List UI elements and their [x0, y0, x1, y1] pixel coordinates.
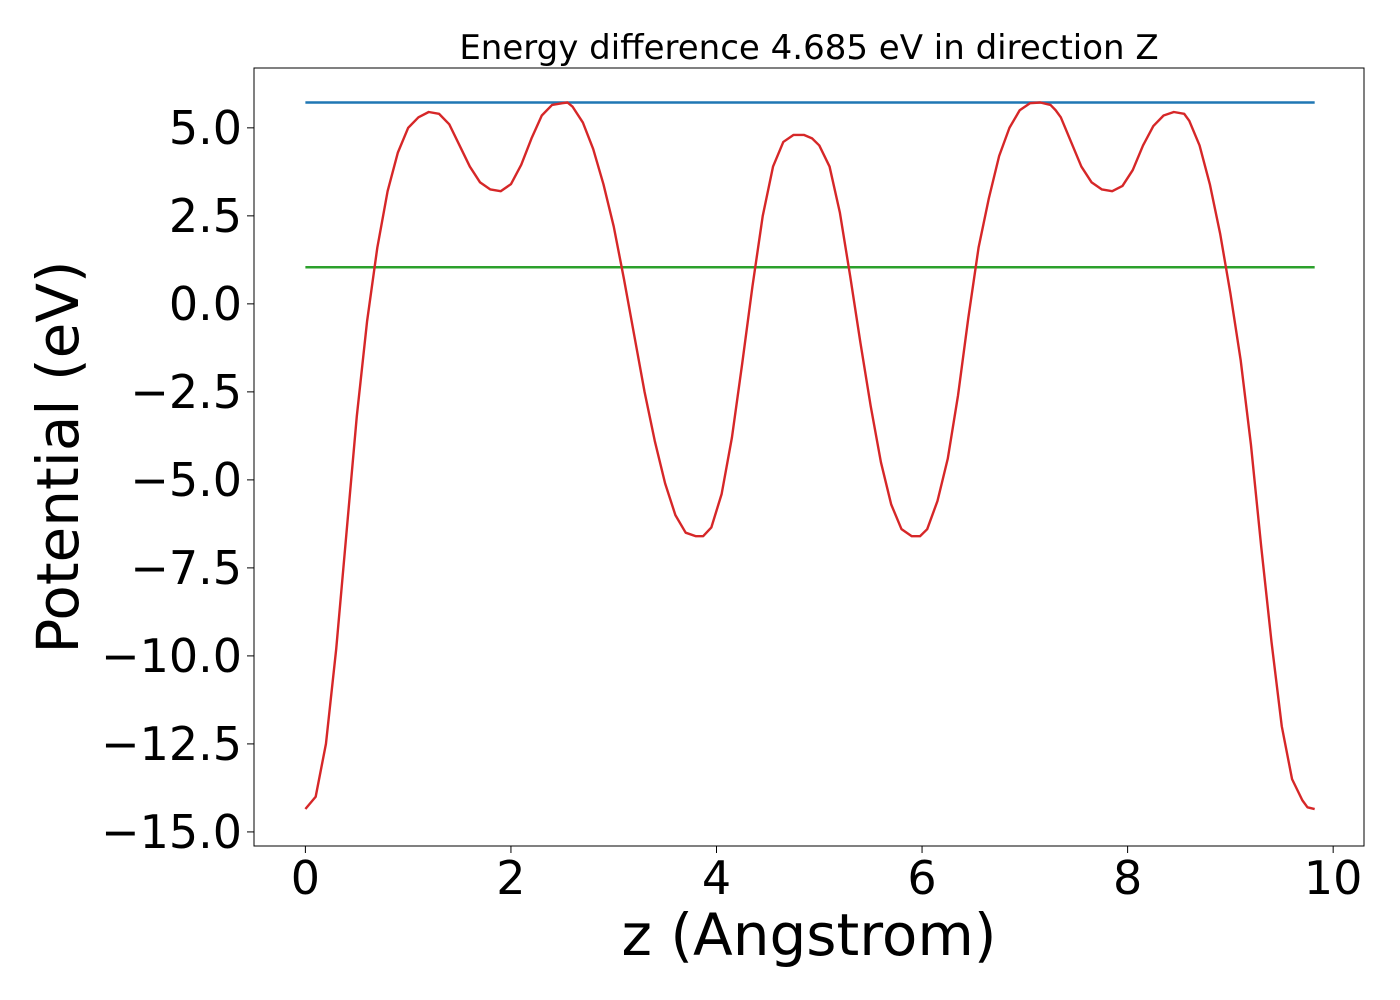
y-tick-label: 0.0	[169, 277, 242, 331]
x-tick-label: 0	[291, 851, 320, 905]
y-tick-label: −2.5	[130, 365, 242, 419]
plot-frame	[253, 67, 1365, 847]
x-axis-label: z (Angstrom)	[622, 901, 997, 969]
x-tick-label: 10	[1304, 851, 1363, 905]
y-tick-label: −7.5	[130, 541, 242, 595]
y-tick-label: −5.0	[130, 453, 242, 507]
y-axis-label: Potential (eV)	[24, 260, 92, 653]
x-axis-ticks: 0 2 4 6 8 10	[291, 846, 1363, 905]
x-tick-label: 6	[907, 851, 936, 905]
y-tick-label: −12.5	[101, 717, 242, 771]
x-tick-label: 8	[1113, 851, 1142, 905]
plot-lines	[304, 101, 1315, 811]
y-tick-label: −10.0	[101, 629, 242, 683]
chart-title: Energy difference 4.685 eV in direction …	[459, 28, 1158, 68]
x-tick-label: 2	[496, 851, 525, 905]
red-potential-curve	[304, 101, 1315, 811]
y-axis-ticks: 5.0 2.5 0.0 −2.5 −5.0 −7.5 −10.0 −12.5 −15.0	[101, 101, 254, 859]
y-tick-label: 2.5	[169, 189, 242, 243]
y-tick-label: −15.0	[101, 805, 242, 859]
y-tick-label: 5.0	[169, 101, 242, 155]
x-tick-label: 4	[702, 851, 731, 905]
